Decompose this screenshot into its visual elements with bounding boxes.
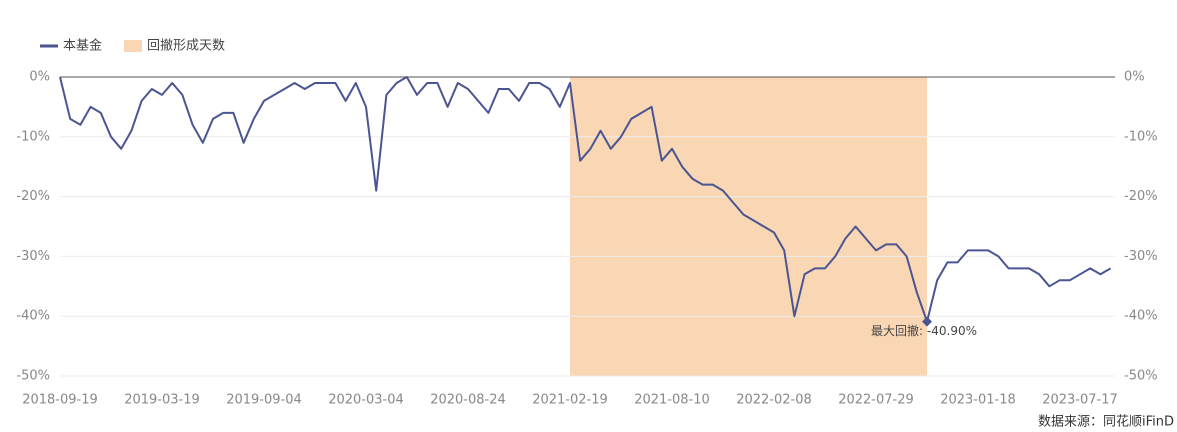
x-tick-label: 2019-09-04	[226, 393, 302, 408]
x-tick-label: 2021-08-10	[634, 393, 710, 408]
y2-tick-label: -20%	[1124, 189, 1158, 204]
y2-tick-label: -10%	[1124, 129, 1158, 144]
min-marker	[922, 316, 932, 327]
y-tick-label: -10%	[16, 129, 50, 144]
x-tick-label: 2023-01-18	[940, 393, 1016, 408]
y2-tick-label: -30%	[1124, 249, 1158, 264]
y-tick-label: -20%	[16, 189, 50, 204]
x-tick-label: 2018-09-19	[22, 393, 98, 408]
y2-tick-label: 0%	[1124, 70, 1145, 85]
legend-label: 本基金	[63, 38, 102, 54]
y2-tick-label: -40%	[1124, 309, 1158, 324]
drawdown-period	[570, 77, 927, 376]
x-tick-label: 2023-07-17	[1042, 393, 1118, 408]
x-tick-label: 2021-02-19	[532, 393, 608, 408]
y-tick-label: 0%	[29, 70, 50, 85]
x-tick-label: 2022-07-29	[838, 393, 914, 408]
y-tick-label: -50%	[16, 369, 50, 384]
annotation: 最大回撤: -40.90%	[871, 323, 977, 338]
x-tick-label: 2019-03-19	[124, 393, 200, 408]
y2-tick-label: -50%	[1124, 369, 1158, 384]
x-tick-label: 2020-08-24	[430, 393, 506, 408]
x-tick-label: 2020-03-04	[328, 393, 404, 408]
y-tick-label: -30%	[16, 249, 50, 264]
y-tick-label: -40%	[16, 309, 50, 324]
source-note: 数据来源：同花顺iFinD	[1038, 414, 1174, 430]
x-tick-label: 2022-02-08	[736, 393, 812, 408]
legend-label: 回撤形成天数	[147, 38, 225, 54]
series-line	[59, 76, 1112, 323]
legend-swatch	[124, 40, 142, 52]
